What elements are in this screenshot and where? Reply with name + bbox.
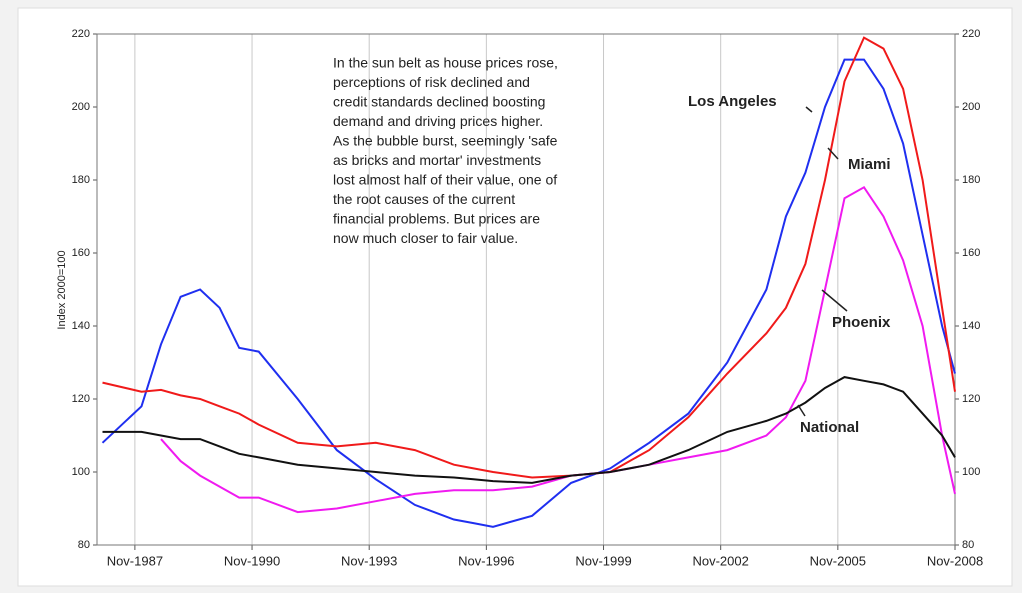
y-tick-label: 120 [72,393,90,405]
leader-line [797,404,806,417]
x-tick-label: Nov-1996 [458,553,514,568]
leader-line [821,289,848,312]
series-label: Miami [848,156,891,173]
y-axis-label: Index 2000=100 [56,250,68,329]
panel [17,7,1013,587]
x-tick-label: Nov-2005 [810,553,866,568]
y-tick-label: 80 [78,539,90,551]
y-tick-label: 140 [72,320,90,332]
annotation: In the sun belt as house prices rose, [333,55,558,71]
x-tick-label: Nov-1987 [107,553,163,568]
annotation: lost almost half of their value, one of [333,172,557,188]
leader-line [827,147,839,160]
x-tick-label: Nov-2008 [927,553,983,568]
y2-tick-label: 200 [962,101,980,113]
y-tick-label: 200 [72,101,90,113]
y2-tick-label: 140 [962,320,980,332]
annotation: As the bubble burst, seemingly 'safe [333,133,558,149]
y-tick-label: 180 [72,174,90,186]
line-series [101,58,956,528]
series-label: Los Angeles [688,93,777,110]
line-series [102,376,956,484]
x-tick-label: Nov-1993 [341,553,397,568]
annotation: financial problems. But prices are [333,211,540,227]
annotation: now much closer to fair value. [333,230,518,246]
x-tick-label: Nov-1999 [575,553,631,568]
x-tick-label: Nov-2002 [692,553,748,568]
annotation: as bricks and mortar' investments [333,152,541,168]
y2-tick-label: 80 [962,539,974,551]
annotation: the root causes of the current [333,191,515,207]
y-tick-label: 220 [72,28,90,40]
y2-tick-label: 160 [962,247,980,259]
annotation: credit standards declined boosting [333,94,545,110]
series-label: Phoenix [832,314,891,331]
y2-tick-label: 120 [962,393,980,405]
leader-line [805,106,813,113]
y-tick-label: 100 [72,466,90,478]
x-tick-label: Nov-1990 [224,553,280,568]
annotation: perceptions of risk declined and [333,74,530,90]
y2-tick-label: 180 [962,174,980,186]
y2-tick-label: 100 [962,466,980,478]
y-tick-label: 160 [72,247,90,259]
plot-frame [96,33,956,546]
annotation: demand and driving prices higher. [333,113,543,129]
line-series [102,36,956,479]
series-label: National [800,419,859,436]
y2-tick-label: 220 [962,28,980,40]
